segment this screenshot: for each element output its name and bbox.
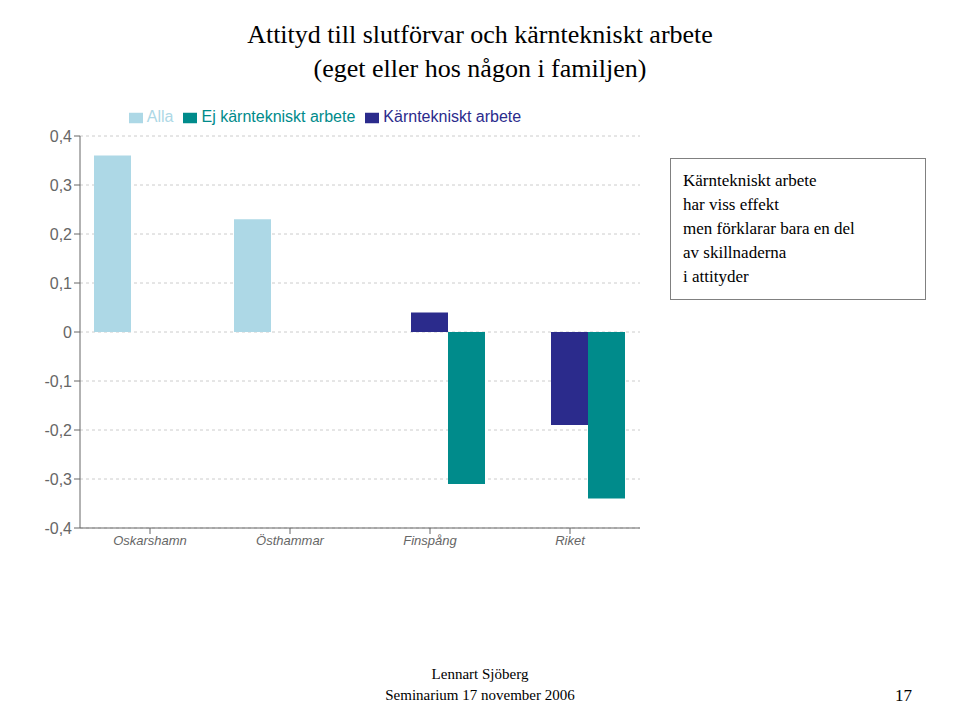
- svg-text:Östhammar: Östhammar: [256, 533, 325, 548]
- html-text:Seminarium 17 november 2006: Seminarium 17 november 2006: [385, 687, 575, 703]
- svg-text:Riket: Riket: [555, 533, 586, 548]
- svg-text:-0,2: -0,2: [44, 422, 72, 439]
- svg-text:0,4: 0,4: [50, 128, 72, 145]
- svg-text:Finspång: Finspång: [403, 533, 457, 548]
- html-text:Attityd till slutförvar och kä: Attityd till slutförvar och kärntekniskt…: [247, 20, 713, 49]
- svg-text:Oskarshamn: Oskarshamn: [113, 533, 187, 548]
- html-text:Lennart Sjöberg: Lennart Sjöberg: [431, 666, 529, 682]
- svg-text:0,1: 0,1: [50, 275, 72, 292]
- svg-text:0,2: 0,2: [50, 226, 72, 243]
- svg-text:-0,4: -0,4: [44, 520, 72, 537]
- svg-text:0,3: 0,3: [50, 177, 72, 194]
- svg-text:-0,1: -0,1: [44, 373, 72, 390]
- html-text:(eget eller hos någon i familj: (eget eller hos någon i familjen): [313, 54, 647, 83]
- html-text:17: 17: [895, 686, 912, 705]
- html-text:Alla: Alla: [146, 108, 174, 125]
- svg-text:-0,3: -0,3: [44, 471, 72, 488]
- svg-text:0: 0: [63, 324, 72, 341]
- html-text:Kärntekniskt arbete: Kärntekniskt arbete: [383, 108, 522, 125]
- html-text:Ej kärntekniskt arbete: Ej kärntekniskt arbete: [201, 108, 356, 125]
- html-text:Kärntekniskt arbete har viss e: Kärntekniskt arbete har viss effekt men …: [683, 171, 855, 286]
